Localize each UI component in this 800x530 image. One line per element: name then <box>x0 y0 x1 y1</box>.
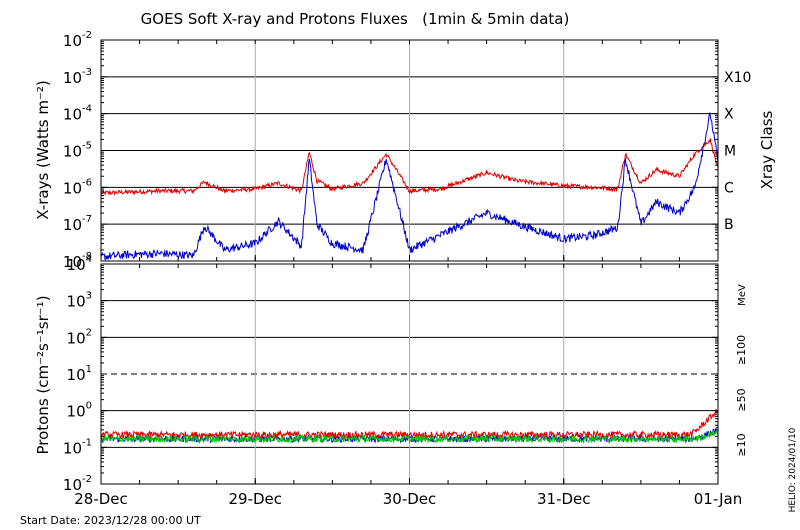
proton-legend-entry: ≥10 <box>735 433 748 456</box>
energy-unit-label: MeV <box>737 284 748 306</box>
y-tick-label: 101 <box>67 364 92 384</box>
y-tick-label: 10-3 <box>63 67 92 87</box>
xray-class-tick: X10 <box>724 70 751 86</box>
xray-class-tick: M <box>724 144 736 160</box>
xray-class-label: Xray Class <box>758 110 776 189</box>
proton-panel: 10-2 10-1 100 101 102 103 104 ≥10 ≥50 ≥100 Proto… <box>34 254 748 494</box>
proton-legend-entry: ≥50 <box>735 388 748 411</box>
proton-series-line <box>100 429 719 445</box>
credit-label: HELIO: 2024/01/10 <box>788 427 798 512</box>
xray-ylabel: X-rays (Watts m⁻²) <box>34 80 52 219</box>
x-tick-label: 28-Dec <box>74 490 128 508</box>
y-tick-label: 10-7 <box>63 214 92 234</box>
xray-class-tick: B <box>724 217 734 233</box>
x-tick-label: 29-Dec <box>228 490 282 508</box>
x-tick-label: 31-Dec <box>537 490 591 508</box>
y-tick-label: 10-6 <box>63 177 92 197</box>
xray-series-line <box>100 138 719 197</box>
xray-class-tick: C <box>724 180 734 196</box>
y-tick-label: 10-5 <box>63 141 92 161</box>
y-tick-label: 10-8 <box>63 251 92 271</box>
x-tick-label: 30-Dec <box>383 490 437 508</box>
proton-ylabel: Protons (cm⁻²s⁻¹sr⁻¹) <box>34 295 52 454</box>
y-tick-label: 10-2 <box>63 474 92 494</box>
xray-class-tick: X <box>724 107 734 123</box>
y-tick-label: 104 <box>67 254 92 274</box>
y-tick-label: 100 <box>67 401 92 421</box>
chart-title: GOES Soft X-ray and Protons Fluxes (1min… <box>141 10 570 28</box>
y-tick-label: 10-2 <box>63 30 92 50</box>
y-tick-label: 10-4 <box>63 104 92 124</box>
proton-series-line <box>100 409 719 441</box>
xray-panel: 10-8 10-7 10-6 10-5 10-4 10-3 10-2 B C M X X10 X-r… <box>34 30 776 271</box>
y-tick-label: 102 <box>67 327 92 347</box>
xray-series-line <box>100 112 719 261</box>
x-tick-label: 01-Jan <box>694 490 742 508</box>
y-tick-label: 10-1 <box>63 437 92 457</box>
proton-legend-entry: ≥100 <box>735 335 748 365</box>
start-date: Start Date: 2023/12/28 00:00 UT <box>20 514 201 527</box>
y-tick-label: 103 <box>67 291 92 311</box>
